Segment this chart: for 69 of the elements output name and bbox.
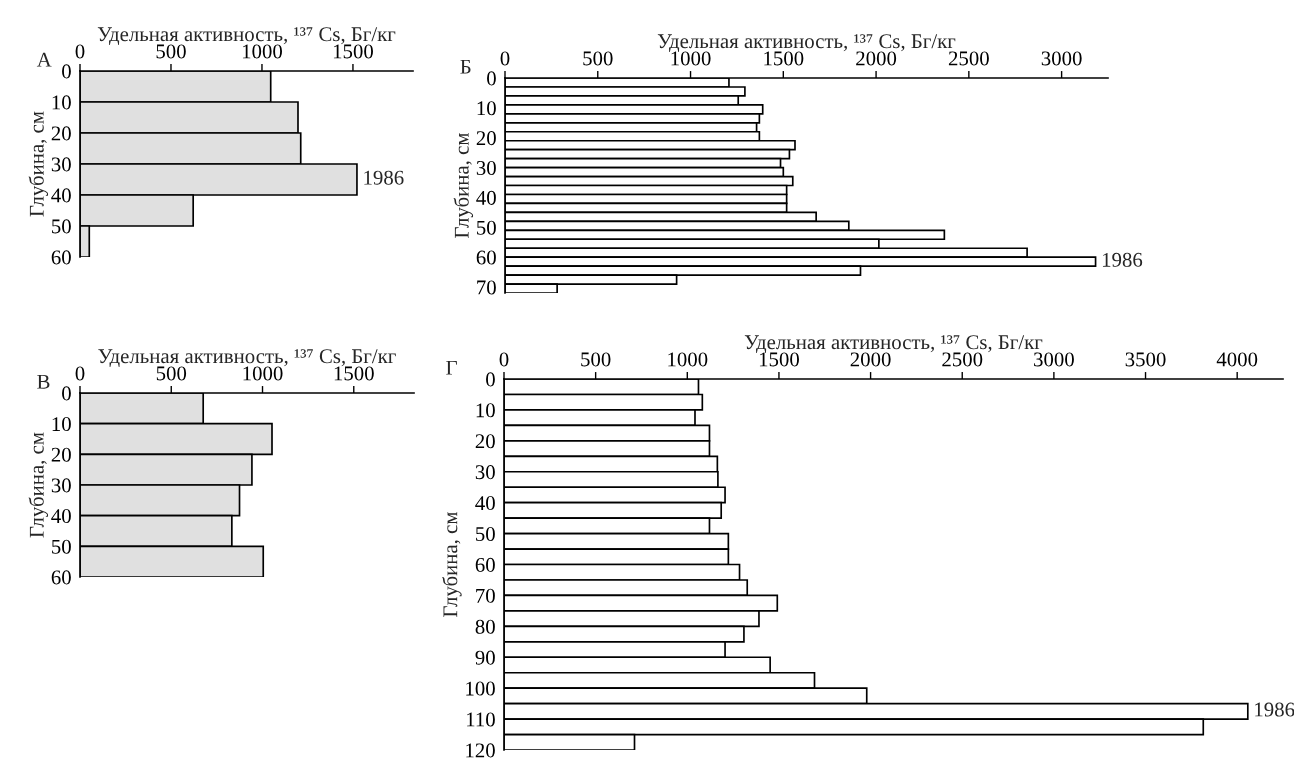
x-tick-label: 2500 [942,352,983,367]
y-tick-label: 0 [62,64,71,79]
y-tick-label: 30 [476,160,496,176]
y-tick-label: 120 [466,743,495,758]
x-tick-label: 3000 [1034,352,1074,367]
x-tick-label: 1500 [333,44,373,59]
x-tick-label: 2000 [850,352,891,367]
y-tick-label: 40 [51,509,71,524]
y-tick-label: 40 [476,190,496,205]
x-tick-label: 1000 [671,51,711,66]
chart-title: А [36,52,52,67]
y-tick-label: 60 [51,250,71,265]
annotation: 1986 [1102,252,1143,267]
y-tick-label: 10 [477,101,496,116]
y-tick-label: 30 [51,157,71,172]
y-tick-label: 70 [476,588,495,603]
y-axis-title: Глубина, см [453,132,474,238]
x-tick-label: 2000 [856,51,897,66]
y-tick-label: 0 [62,386,71,401]
x-tick-label: 3000 [1041,51,1082,66]
y-tick-label: 30 [475,465,495,480]
y-tick-label: 0 [487,71,496,86]
x-tick-label: 0 [75,366,85,381]
x-tick-label: 500 [581,352,611,367]
y-tick-label: 10 [52,417,71,432]
x-tick-label: 1500 [764,51,804,66]
y-tick-label: 20 [51,126,71,141]
y-tick-label: 100 [466,681,495,696]
y-tick-label: 30 [51,478,71,493]
y-tick-label: 110 [467,712,495,727]
y-tick-label: 60 [475,557,495,572]
y-tick-label: 10 [476,403,495,418]
y-tick-label: 60 [476,250,496,265]
x-tick-label: 0 [75,44,85,59]
y-tick-label: 20 [51,447,71,462]
x-tick-label: 1000 [668,352,708,367]
x-tick-label: 0 [500,51,510,66]
x-tick-label: 1000 [242,44,283,59]
y-tick-label: 20 [475,434,495,449]
chart-title: Б [460,59,471,74]
chart-title: Г [446,360,457,375]
x-tick-label: 1500 [759,352,799,367]
y-tick-label: 50 [52,539,71,554]
y-tick-label: 90 [475,650,495,665]
y-axis-title: Глубина, см [28,111,49,217]
y-tick-label: 50 [476,526,495,542]
chart-title: В [37,374,50,389]
annotation: 1986 [364,170,404,185]
x-tick-label: 500 [156,366,187,381]
y-tick-label: 50 [477,220,496,235]
x-tick-label: 500 [583,51,613,66]
y-tick-label: 50 [52,219,71,234]
y-tick-label: 80 [475,619,495,634]
y-axis-title: Глубина, см [442,511,462,617]
x-tick-label: 2500 [948,51,989,66]
y-tick-label: 20 [476,131,496,146]
x-tick-label: 1500 [334,366,374,381]
x-tick-label: 0 [499,352,509,367]
x-tick-label: 3500 [1125,352,1166,367]
y-tick-label: 70 [477,280,496,295]
y-tick-label: 60 [51,570,71,585]
y-tick-label: 40 [51,188,71,203]
x-tick-label: 4000 [1216,352,1258,367]
annotation: 1986 [1255,702,1294,717]
y-tick-label: 10 [52,95,71,110]
x-tick-label: 1000 [243,366,283,381]
y-axis-title: Глубина, см [28,432,49,538]
x-tick-label: 500 [156,44,186,59]
y-tick-label: 40 [475,496,495,511]
